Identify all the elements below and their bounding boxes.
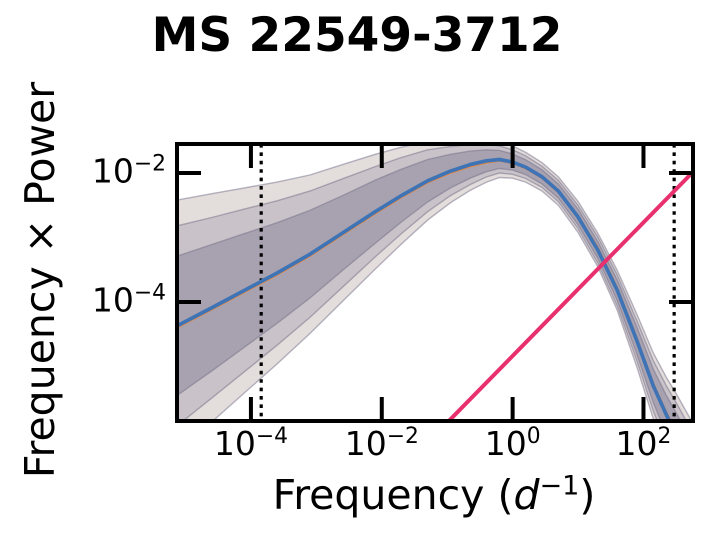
x-tick-label: 10−2	[344, 424, 419, 463]
x-axis-label-close: )	[579, 471, 596, 519]
white-noise-line	[447, 170, 693, 421]
x-axis-label: Frequency (d−1)	[272, 470, 596, 519]
x-axis-label-variable: d	[513, 471, 540, 519]
figure-title: MS 22549-3712	[151, 8, 563, 63]
x-tick-label: 10−4	[213, 424, 288, 463]
x-axis-label-exponent: −1	[539, 470, 580, 502]
y-tick-label: 10−4	[91, 280, 166, 320]
x-axis-label-text: Frequency (	[272, 471, 514, 519]
plot-area	[177, 144, 693, 421]
axes-frame	[175, 142, 695, 423]
y-tick-label: 10−2	[91, 151, 166, 191]
x-tick-label: 102	[615, 424, 672, 463]
x-tick-label: 100	[484, 424, 541, 463]
psd-median-line	[177, 157, 672, 421]
credible-band-inner	[177, 149, 682, 421]
